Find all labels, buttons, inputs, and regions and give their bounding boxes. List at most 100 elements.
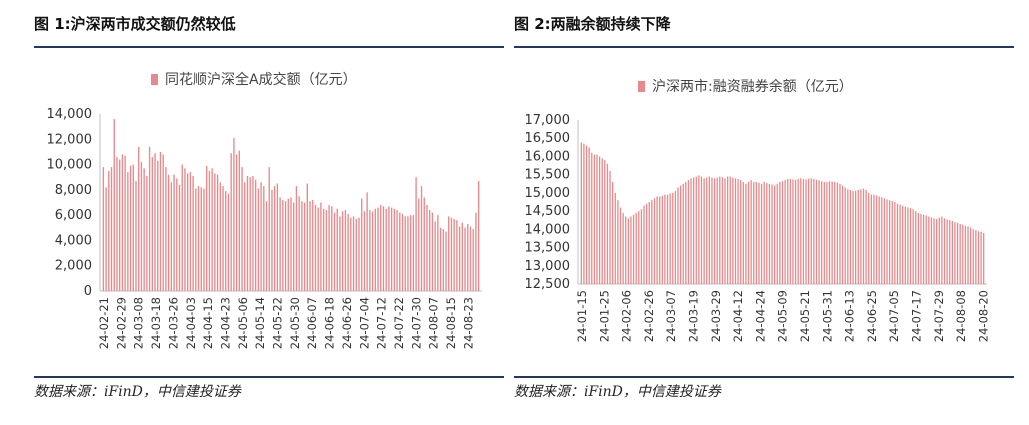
bar: [645, 203, 648, 284]
bar: [836, 182, 839, 284]
bar: [366, 192, 368, 291]
bar: [800, 178, 802, 284]
bar: [184, 168, 186, 291]
bar: [385, 208, 387, 291]
bar: [763, 181, 765, 284]
bar: [456, 220, 458, 291]
bar: [922, 214, 925, 284]
bar: [604, 160, 606, 284]
bar: [729, 176, 731, 284]
y-tick-label: 15,000: [525, 186, 571, 201]
bar: [461, 222, 464, 291]
bar: [580, 142, 582, 284]
bar: [407, 216, 409, 291]
bar: [116, 156, 118, 291]
bar: [124, 155, 126, 291]
bar: [695, 176, 697, 284]
bar: [206, 165, 208, 291]
x-tick-label: 24-05-14: [253, 297, 267, 349]
bar: [713, 178, 716, 284]
y-tick-label: 2,000: [55, 259, 92, 274]
bar: [475, 212, 477, 291]
bar: [687, 180, 690, 284]
bar: [352, 216, 355, 291]
legend-label: 同花顺沪深全A成交额（亿元）: [165, 71, 357, 88]
bar: [648, 202, 650, 284]
bar: [138, 146, 140, 291]
bar: [666, 194, 669, 284]
bar: [698, 175, 700, 284]
bar: [907, 207, 909, 284]
bar: [388, 206, 390, 291]
bar: [959, 223, 961, 284]
bar: [656, 196, 658, 284]
x-tick-label: 24-08-20: [976, 290, 990, 342]
y-tick-label: 14,000: [525, 222, 571, 237]
bar: [609, 171, 611, 284]
x-tick-label: 24-03-07: [664, 290, 678, 342]
bar: [355, 218, 357, 291]
bar: [477, 181, 480, 291]
bar: [852, 191, 854, 284]
bar: [303, 202, 306, 291]
x-tick-label: 24-07-04: [357, 297, 371, 349]
bar: [448, 216, 450, 291]
bar: [369, 210, 371, 291]
x-tick-label: 24-02-26: [642, 290, 656, 342]
bar: [167, 174, 170, 291]
bar: [875, 195, 878, 284]
bar: [630, 216, 632, 284]
bar: [841, 185, 844, 284]
bar: [682, 183, 684, 284]
bar: [442, 229, 444, 291]
chart-panel-2: 图 2:两融余额持续下降 沪深两市:融资融券余额（亿元） 12,500 13,000…: [510, 0, 1029, 425]
bar: [834, 181, 836, 284]
bar: [828, 181, 831, 284]
bar: [132, 164, 134, 291]
bar: [844, 187, 846, 284]
bar: [915, 211, 917, 284]
bar: [140, 162, 143, 291]
bar: [192, 175, 194, 291]
bar: [849, 189, 852, 284]
bar: [178, 184, 181, 291]
bar: [758, 182, 760, 284]
bar: [632, 214, 635, 284]
bar: [977, 231, 980, 284]
y-tick-label: 16,500: [525, 131, 571, 146]
bar: [815, 179, 818, 284]
bar: [260, 182, 262, 291]
bar: [742, 181, 744, 284]
bar: [612, 181, 614, 284]
bar: [870, 194, 872, 284]
bar: [271, 189, 273, 291]
bar: [238, 150, 241, 291]
bar: [904, 206, 906, 284]
bar: [933, 218, 935, 284]
bar: [943, 218, 946, 284]
bar: [445, 231, 447, 291]
bar: [716, 177, 718, 284]
bar: [651, 200, 653, 284]
x-tick-label: 24-04-12: [731, 290, 745, 342]
bar: [325, 210, 328, 291]
bar: [839, 183, 841, 284]
bar: [881, 197, 883, 284]
bar: [374, 208, 376, 291]
bar: [831, 181, 833, 284]
bar: [949, 220, 951, 284]
bar: [860, 189, 862, 284]
bar: [390, 207, 393, 291]
bar: [734, 178, 737, 284]
bar: [598, 156, 601, 284]
x-tick-label: 24-05-31: [820, 290, 834, 342]
margin-balance-chart: 沪深两市:融资融券余额（亿元） 12,500 13,000 13,500 14,000 1…: [525, 78, 991, 342]
bar: [350, 217, 352, 291]
bar: [458, 226, 461, 291]
y-tick-label: 17,000: [525, 113, 571, 128]
bar: [244, 182, 246, 291]
bar: [588, 147, 590, 284]
bar: [409, 215, 412, 291]
bar: [246, 175, 249, 291]
x-tick-label: 24-05-30: [288, 297, 302, 349]
